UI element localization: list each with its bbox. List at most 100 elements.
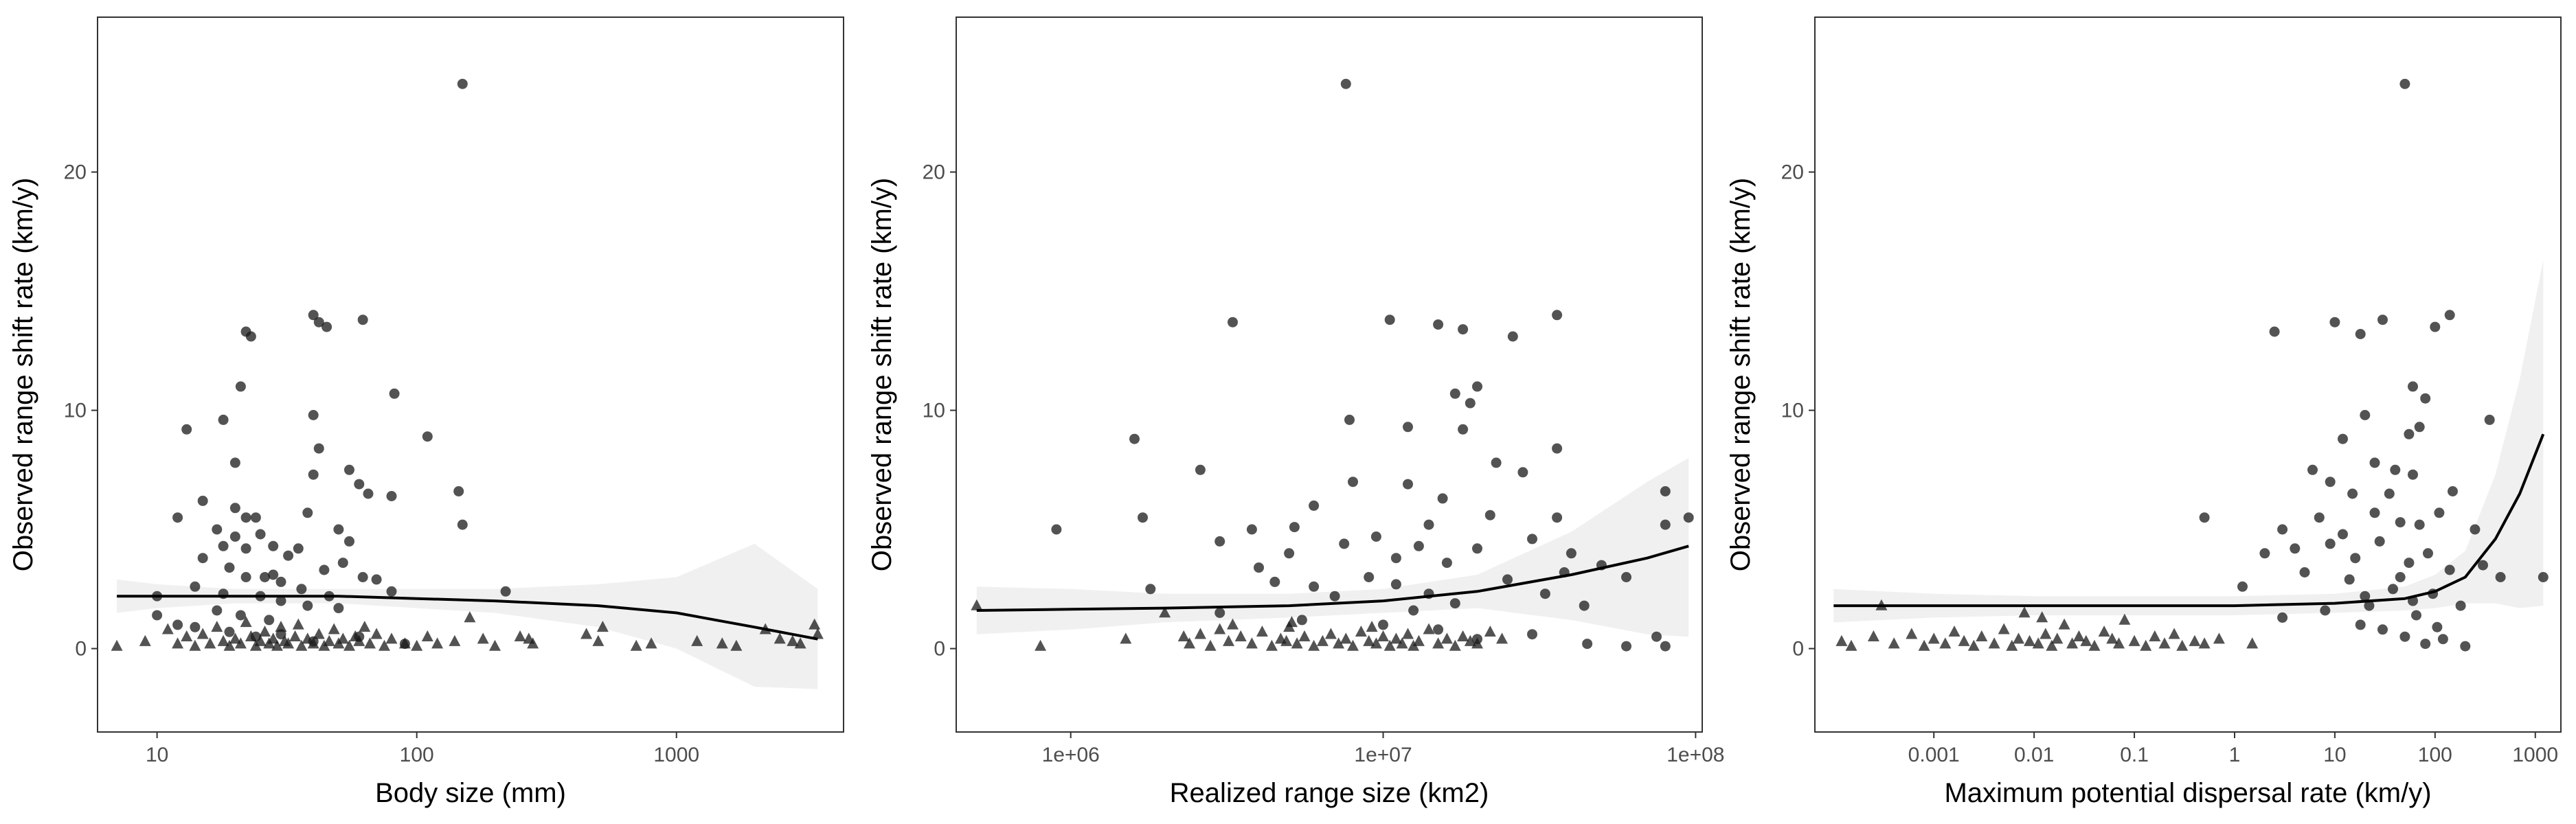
data-point-circle [245, 331, 256, 342]
data-point-circle [1051, 524, 1062, 535]
smooth-fit-line [117, 595, 818, 641]
data-point-triangle [1355, 626, 1367, 637]
data-point-circle [1472, 543, 1482, 554]
plot-area [1833, 78, 2549, 652]
data-point-circle [2408, 381, 2418, 392]
data-point-triangle [337, 632, 349, 644]
data-point-triangle [421, 630, 433, 641]
data-point-circle [2444, 564, 2455, 575]
data-point-circle [1458, 324, 1469, 335]
x-tick-label: 100 [2418, 744, 2452, 766]
data-point-triangle [1835, 634, 1848, 646]
data-point-circle [1370, 531, 1381, 542]
series-triangles [1835, 599, 2259, 651]
y-tick-label: 20 [923, 161, 945, 184]
data-point-circle [1408, 605, 1419, 616]
data-point-circle [1296, 615, 1307, 626]
data-point-triangle [730, 639, 743, 651]
x-tick-label: 1000 [653, 744, 699, 766]
data-point-circle [357, 572, 368, 582]
data-point-circle [2478, 560, 2488, 571]
data-point-triangle [211, 621, 223, 632]
data-point-circle [2399, 78, 2410, 89]
data-point-triangle [716, 637, 728, 649]
data-point-circle [260, 572, 270, 582]
data-point-circle [2277, 612, 2288, 623]
data-point-circle [2414, 519, 2425, 530]
smooth-fit-line [976, 545, 1689, 612]
data-point-circle [354, 479, 365, 490]
data-point-triangle [580, 628, 593, 639]
x-tick-label: 0.001 [1908, 744, 1960, 766]
data-point-triangle [1370, 637, 1382, 649]
data-point-circle [2338, 433, 2348, 444]
data-point-triangle [477, 632, 489, 644]
data-point-circle [2325, 477, 2336, 488]
data-point-triangle [2213, 632, 2225, 644]
data-point-circle [1660, 519, 1671, 530]
data-point-triangle [259, 626, 271, 637]
data-point-triangle [630, 639, 642, 651]
data-point-triangle [645, 637, 657, 649]
data-point-circle [1289, 522, 1300, 533]
data-point-circle [1433, 624, 1444, 635]
data-point-triangle [189, 639, 201, 651]
data-point-triangle [292, 618, 304, 630]
x-axis-title: Realized range size (km2) [1170, 778, 1489, 808]
data-point-triangle [172, 637, 184, 649]
data-point-circle [363, 488, 374, 499]
data-point-triangle [398, 637, 411, 649]
data-point-circle [1484, 510, 1495, 520]
data-point-triangle [2113, 637, 2125, 649]
data-point-circle [2384, 488, 2395, 499]
data-point-circle [1329, 591, 1340, 602]
data-point-circle [2360, 410, 2371, 420]
data-point-circle [1651, 631, 1662, 642]
data-point-circle [2432, 621, 2443, 632]
data-point-triangle [2189, 634, 2201, 646]
plot-area [971, 78, 1694, 652]
data-point-triangle [204, 637, 216, 649]
data-point-circle [2355, 619, 2366, 630]
data-point-circle [190, 621, 201, 632]
data-point-triangle [1245, 637, 1258, 649]
data-point-circle [2444, 310, 2455, 321]
data-point-circle [1129, 433, 1140, 444]
data-point-triangle [1449, 639, 1461, 651]
data-point-triangle [2024, 634, 2035, 646]
smooth-fit-line [1833, 433, 2545, 608]
data-point-triangle [2176, 639, 2189, 651]
data-point-triangle [1396, 637, 1408, 649]
data-point-circle [1527, 629, 1537, 640]
data-point-circle [1502, 574, 1513, 585]
data-point-triangle [2032, 637, 2044, 649]
data-point-triangle [592, 634, 605, 646]
data-point-circle [1458, 424, 1469, 435]
panel-3: 0.001 0.01 0.1 1 10 100 1000 0 10 20 Maximum poten… [1726, 16, 2562, 808]
data-point-triangle [1402, 628, 1414, 639]
data-point-circle [319, 564, 330, 575]
data-point-triangle [2013, 632, 2024, 644]
data-point-circle [2388, 584, 2398, 595]
data-point-triangle [431, 637, 444, 649]
data-point-triangle [313, 628, 325, 639]
data-point-circle [2460, 641, 2471, 652]
y-tick-label: 20 [64, 161, 87, 184]
data-point-triangle [1363, 634, 1375, 646]
data-point-triangle [1484, 626, 1496, 637]
series-circles [152, 78, 511, 650]
data-point-circle [1527, 534, 1537, 545]
data-point-circle [2470, 524, 2481, 535]
data-point-triangle [359, 621, 371, 632]
data-point-circle [172, 619, 183, 630]
data-point-triangle [596, 621, 609, 632]
data-point-triangle [181, 630, 193, 641]
data-point-circle [181, 424, 192, 435]
data-point-circle [250, 512, 261, 523]
data-point-triangle [1298, 630, 1311, 641]
data-point-triangle [1390, 632, 1402, 644]
data-point-circle [1403, 479, 1413, 490]
data-point-triangle [1184, 637, 1196, 649]
data-point-circle [2495, 572, 2506, 582]
data-point-circle [1269, 576, 1280, 587]
